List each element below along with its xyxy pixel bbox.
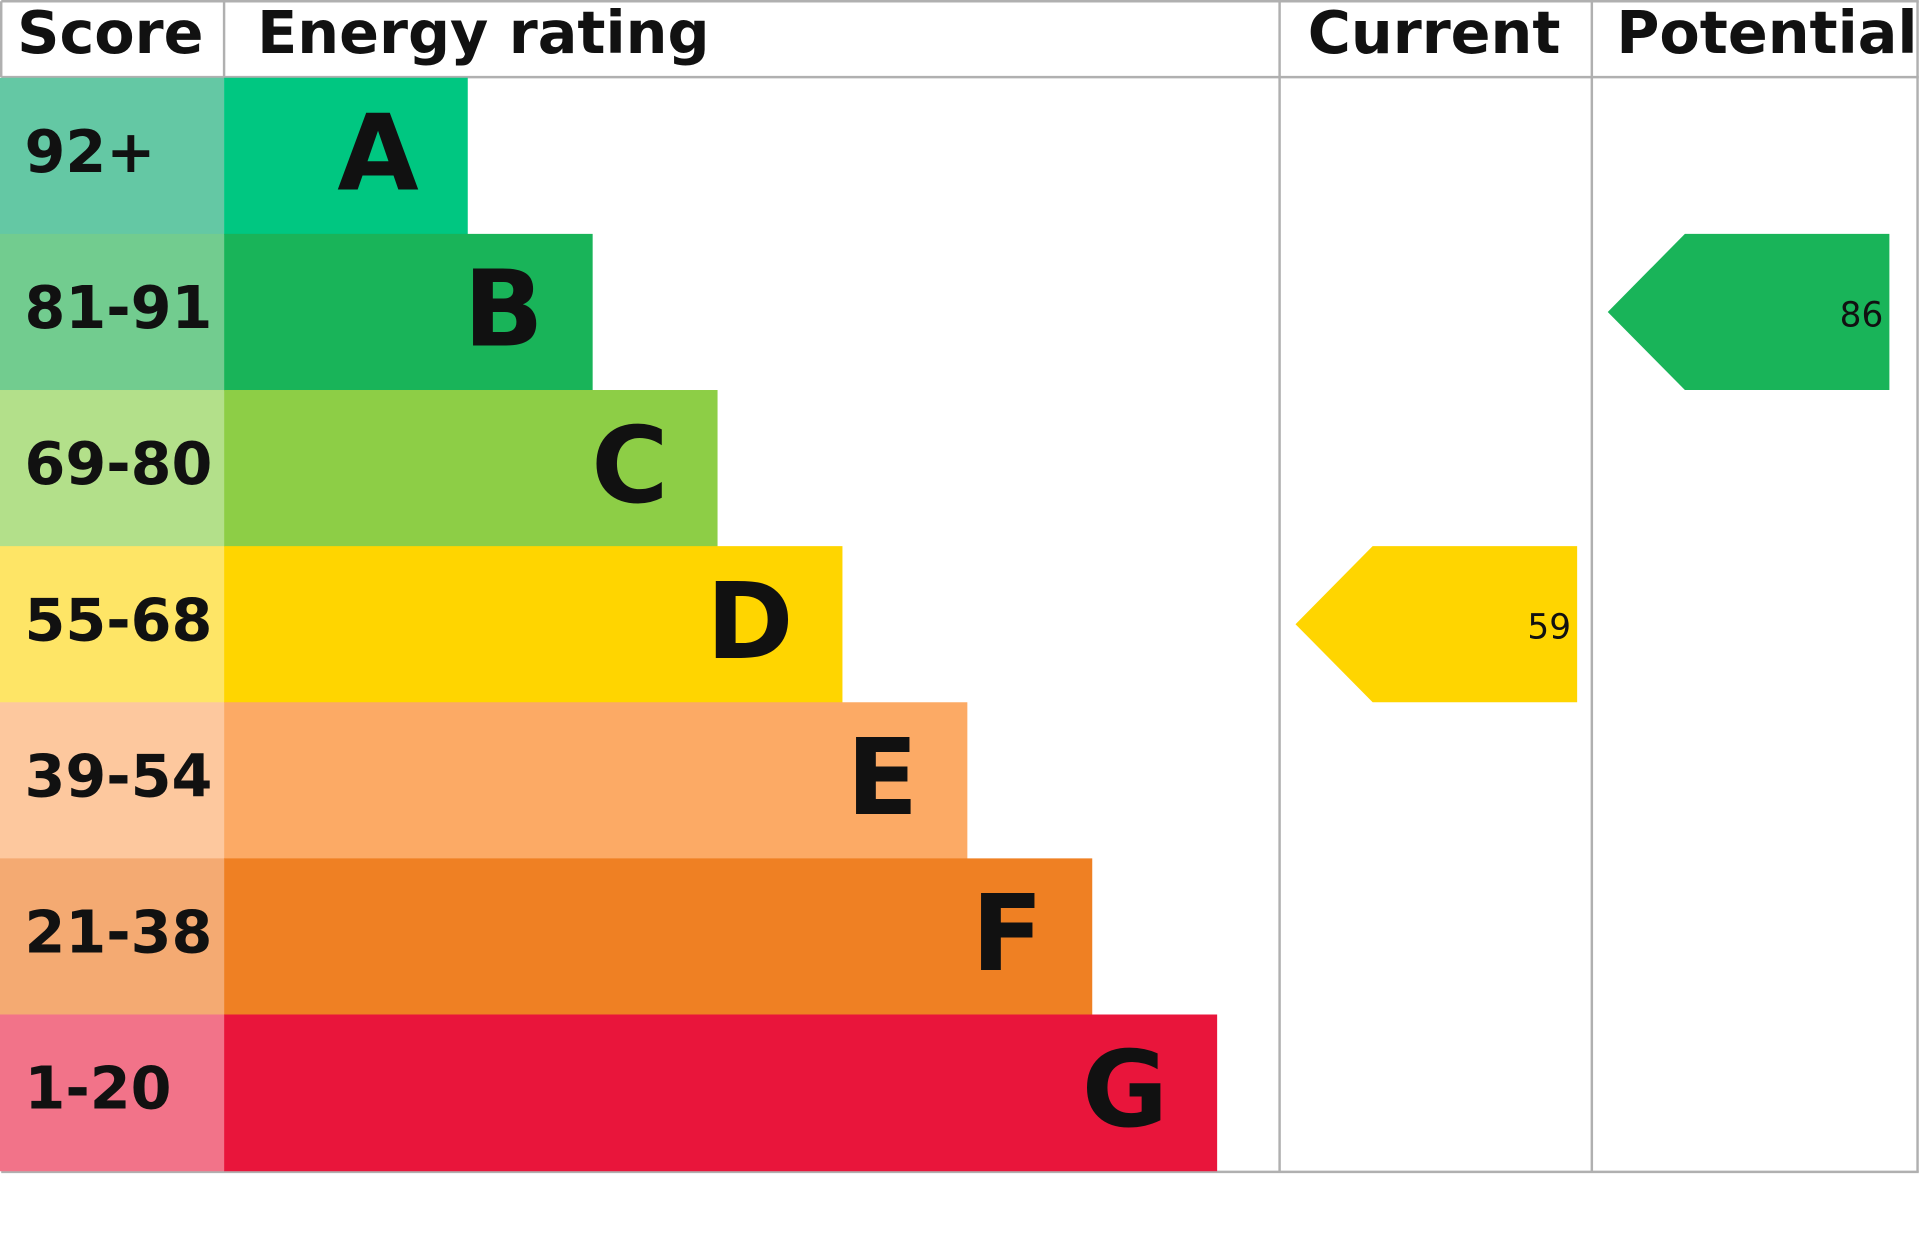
- rating-letter: A: [337, 92, 419, 215]
- score-label: 1-20: [24, 1054, 171, 1123]
- score-cell: [0, 858, 225, 1016]
- header-current: Current: [1308, 0, 1561, 67]
- rating-bar: [224, 77, 468, 235]
- score-label: 81-91: [24, 273, 212, 342]
- score-cell: [0, 702, 225, 859]
- score-label: 39-54: [24, 741, 212, 810]
- rating-bar: [224, 1014, 1218, 1172]
- current-value: 59: [1527, 608, 1571, 648]
- score-cell: [0, 77, 225, 235]
- score-cell: [0, 390, 225, 547]
- header-rating: Energy rating: [257, 0, 709, 67]
- score-label: 55-68: [24, 585, 212, 654]
- header-score: Score: [17, 0, 203, 67]
- potential-arrow: [1607, 233, 1890, 391]
- header-potential: Potential: [1616, 0, 1917, 67]
- rating-letter: C: [591, 404, 668, 527]
- rating-letter: E: [846, 716, 918, 839]
- score-label: 92+: [24, 117, 155, 186]
- rating-bar: [224, 546, 843, 703]
- rating-letter: D: [706, 560, 793, 683]
- current-arrow: [1295, 546, 1578, 703]
- rating-bar: [224, 858, 1093, 1016]
- rating-letter: G: [1082, 1028, 1168, 1151]
- potential-value: 86: [1840, 295, 1884, 335]
- rating-bar: [224, 702, 968, 859]
- score-cell: [0, 546, 225, 703]
- rating-bar: [224, 390, 718, 547]
- rating-letter: B: [463, 248, 543, 371]
- score-label: 21-38: [24, 898, 212, 967]
- score-label: 69-80: [24, 429, 212, 498]
- score-cell: [0, 1014, 225, 1172]
- rating-bar: [224, 233, 593, 391]
- rating-letter: F: [971, 872, 1043, 995]
- score-cell: [0, 233, 225, 391]
